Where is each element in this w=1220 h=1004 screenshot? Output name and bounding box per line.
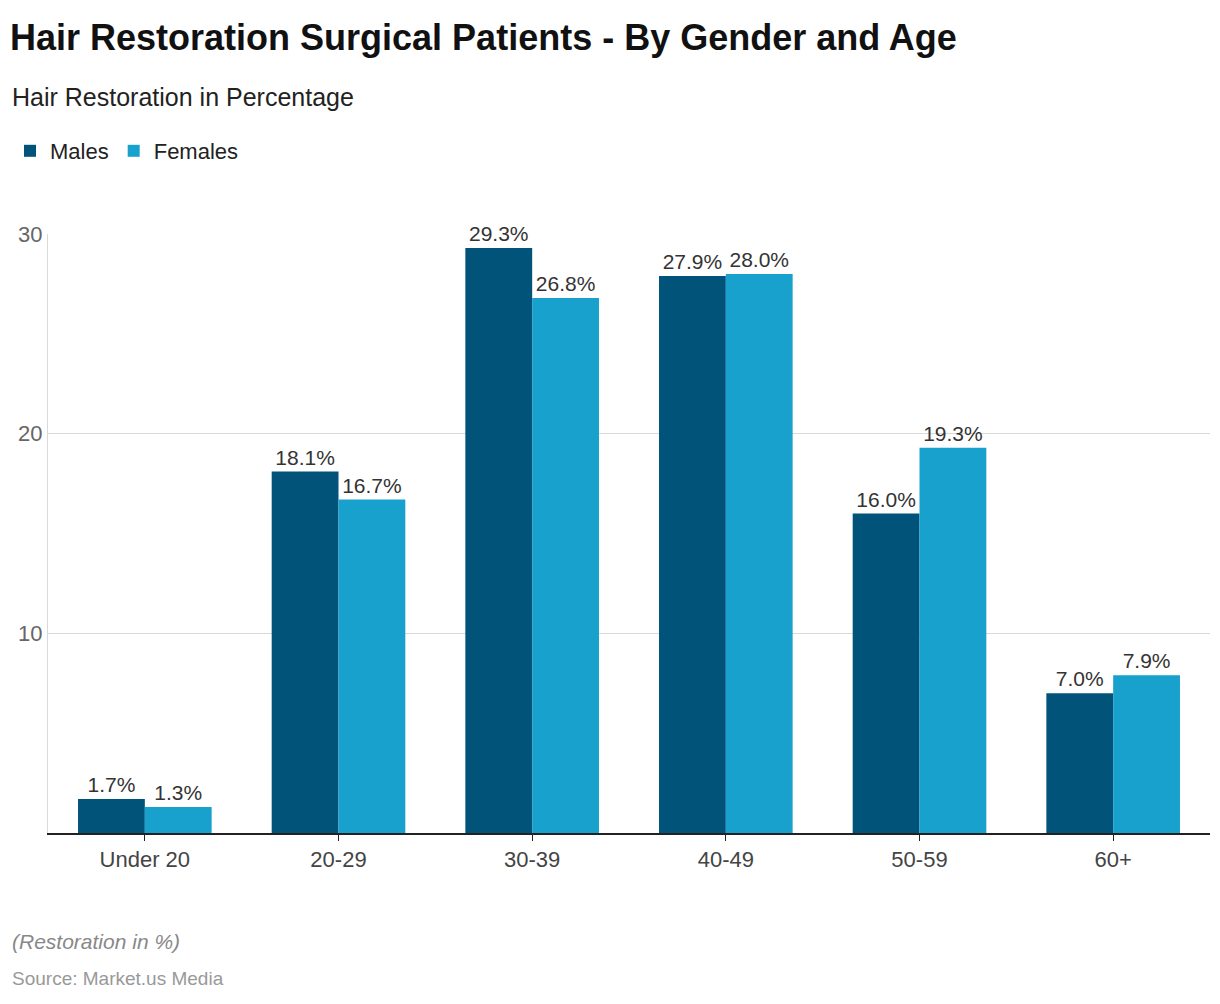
svg-text:50-59: 50-59: [891, 847, 947, 872]
svg-text:7.0%: 7.0%: [1056, 667, 1104, 690]
svg-text:16.7%: 16.7%: [342, 474, 402, 497]
svg-text:Under 20: Under 20: [100, 847, 191, 872]
svg-text:Hair Restoration in Percentage: Hair Restoration in Percentage: [12, 83, 354, 111]
svg-text:Source: Market.us Media: Source: Market.us Media: [12, 968, 224, 989]
svg-text:40-49: 40-49: [698, 847, 754, 872]
svg-text:20: 20: [18, 421, 42, 446]
svg-text:10: 10: [18, 621, 42, 646]
svg-text:(Restoration in %): (Restoration in %): [12, 930, 180, 953]
svg-text:Males: Males: [50, 139, 109, 164]
svg-text:Females: Females: [154, 139, 238, 164]
svg-text:30-39: 30-39: [504, 847, 560, 872]
svg-text:20-29: 20-29: [310, 847, 366, 872]
svg-text:60+: 60+: [1095, 847, 1132, 872]
svg-text:19.3%: 19.3%: [923, 422, 983, 445]
svg-text:27.9%: 27.9%: [663, 250, 723, 273]
svg-text:30: 30: [18, 222, 42, 247]
svg-text:16.0%: 16.0%: [856, 488, 916, 511]
svg-text:Hair Restoration Surgical Pati: Hair Restoration Surgical Patients - By …: [10, 17, 957, 58]
svg-text:18.1%: 18.1%: [275, 446, 335, 469]
svg-text:28.0%: 28.0%: [729, 248, 789, 271]
svg-text:26.8%: 26.8%: [536, 272, 596, 295]
svg-text:1.3%: 1.3%: [154, 781, 202, 804]
svg-text:29.3%: 29.3%: [469, 222, 529, 245]
svg-text:1.7%: 1.7%: [87, 773, 135, 796]
svg-text:7.9%: 7.9%: [1123, 649, 1171, 672]
